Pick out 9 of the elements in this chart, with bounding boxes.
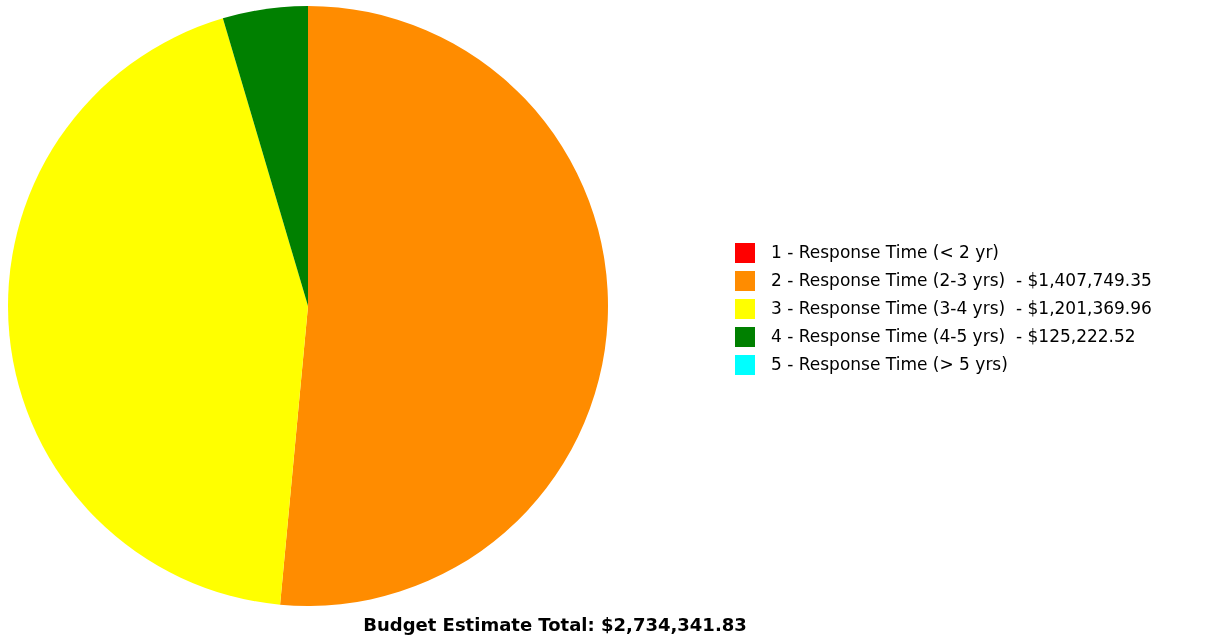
legend-label: 2 - Response Time (2-3 yrs) - $1,407,749.35	[771, 269, 1152, 290]
pie-slice	[222, 6, 308, 306]
text: Budget Estimate Total: $2,734,341.83	[362, 614, 748, 635]
pie-slice	[280, 6, 608, 606]
legend-label: 1 - Response Time (< 2 yr)	[771, 241, 999, 262]
legend-label: 4 - Response Time (4-5 yrs) - $125,222.52	[771, 325, 1136, 346]
pie-slice	[8, 18, 308, 605]
legend-label: 5 - Response Time (> 5 yrs)	[771, 353, 1008, 374]
legend-label: 3 - Response Time (3-4 yrs) - $1,201,369.96	[771, 297, 1152, 318]
